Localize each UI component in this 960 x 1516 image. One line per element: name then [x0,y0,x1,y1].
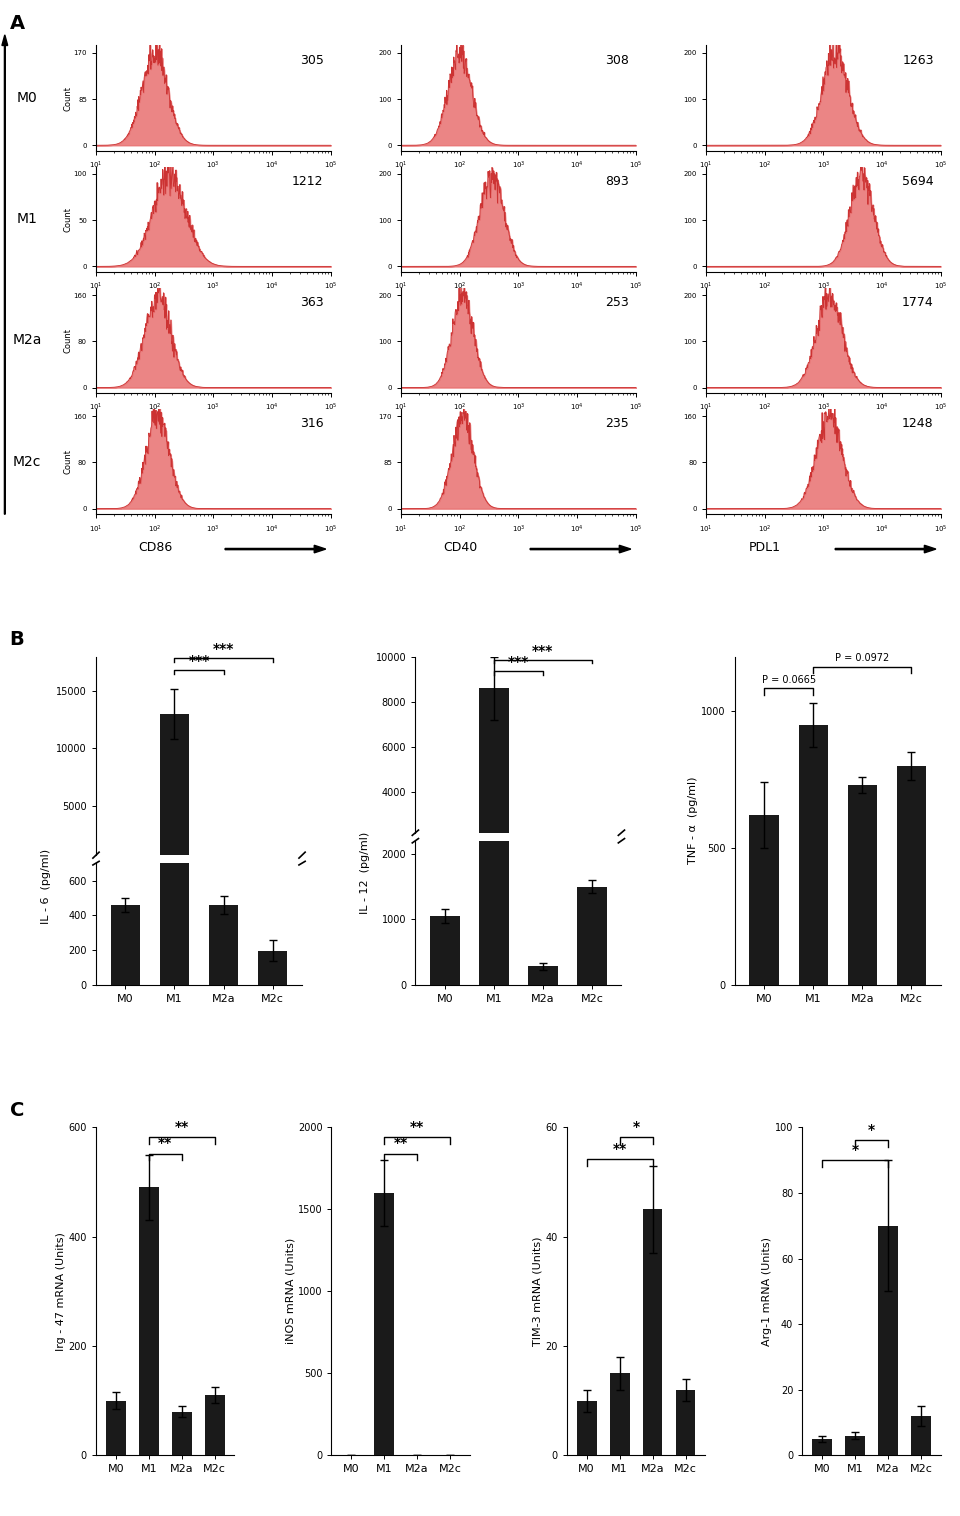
Text: ***: *** [188,653,209,669]
Bar [577,849,607,882]
Text: 1774: 1774 [902,296,934,309]
Text: *: * [633,1120,639,1134]
Text: 893: 893 [605,174,629,188]
Bar [479,421,509,985]
Bar [799,725,828,985]
Bar [812,1439,832,1455]
Text: A: A [10,14,25,33]
Bar [430,858,460,882]
Text: 1263: 1263 [902,55,934,67]
Bar [430,916,460,985]
Text: 1248: 1248 [902,417,934,431]
Text: **: ** [394,1135,408,1151]
Bar [750,816,779,985]
Y-axis label: TNF - α  (pg/ml): TNF - α (pg/ml) [688,778,699,864]
Text: M1: M1 [16,212,37,226]
Text: C: C [10,1101,24,1120]
Y-axis label: Count: Count [63,206,72,232]
Text: 316: 316 [300,417,324,431]
Text: **: ** [410,1120,424,1134]
Bar [577,1401,596,1455]
Bar [159,714,189,863]
Bar [374,1193,395,1455]
Text: PDL1: PDL1 [749,541,780,555]
Text: 363: 363 [300,296,324,309]
Bar [110,905,140,985]
Bar [110,858,140,863]
Y-axis label: Count: Count [63,327,72,353]
Text: M0: M0 [16,91,37,105]
Text: 305: 305 [300,55,324,67]
Bar [610,1373,630,1455]
Y-axis label: Count: Count [63,85,72,111]
Y-axis label: Irg - 47 mRNA (Units): Irg - 47 mRNA (Units) [56,1233,65,1351]
Text: *: * [852,1143,858,1157]
Bar [528,966,558,985]
Bar [479,688,509,882]
Bar [258,951,287,985]
Text: ***: *** [508,655,529,670]
Bar [204,1395,225,1455]
Bar [577,887,607,985]
Text: 5694: 5694 [902,174,934,188]
Bar [139,1187,158,1455]
Y-axis label: iNOS mRNA (Units): iNOS mRNA (Units) [285,1239,295,1345]
Bar [159,0,189,985]
Text: 1212: 1212 [292,174,324,188]
Bar [897,766,926,985]
Bar [258,861,287,863]
Text: **: ** [612,1142,627,1155]
Y-axis label: TIM-3 mRNA (Units): TIM-3 mRNA (Units) [533,1237,542,1346]
Y-axis label: IL - 6  (pg/ml): IL - 6 (pg/ml) [40,849,51,923]
Text: 253: 253 [605,296,629,309]
Text: B: B [10,631,24,649]
Bar [845,1436,865,1455]
Bar [209,858,238,863]
Bar [878,1226,898,1455]
Bar [209,905,238,985]
Text: M2c: M2c [12,455,41,468]
Text: ***: *** [532,644,554,658]
Text: M2a: M2a [12,334,41,347]
Bar [848,785,877,985]
Bar [172,1411,192,1455]
Y-axis label: Arg-1 mRNA (Units): Arg-1 mRNA (Units) [762,1237,772,1346]
Bar [911,1416,931,1455]
Text: P = 0.0972: P = 0.0972 [835,653,889,662]
Bar [676,1390,695,1455]
Text: CD86: CD86 [138,541,173,555]
Text: **: ** [175,1120,189,1134]
Text: P = 0.0665: P = 0.0665 [761,675,816,685]
Text: CD40: CD40 [444,541,477,555]
Text: *: * [868,1123,876,1137]
Text: ***: *** [213,643,234,656]
Text: 308: 308 [605,55,629,67]
Bar [528,876,558,882]
Y-axis label: IL - 12  (pg/ml): IL - 12 (pg/ml) [360,832,370,914]
Text: 235: 235 [605,417,629,431]
Text: **: ** [158,1135,173,1151]
Bar [642,1210,662,1455]
Y-axis label: Count: Count [63,449,72,475]
Bar [106,1401,126,1455]
